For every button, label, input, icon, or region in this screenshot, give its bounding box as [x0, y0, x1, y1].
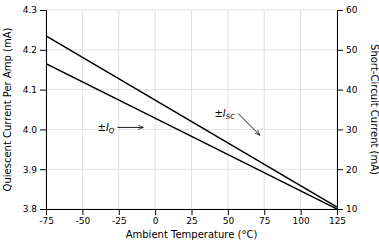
- axis: 10 20 30 40 50 60: [337, 5, 358, 214]
- tick: 30: [337, 125, 358, 135]
- tick-mark: [301, 209, 302, 215]
- tick-mark: [264, 209, 265, 215]
- annotation: ±IQ: [98, 122, 115, 135]
- grid-line: [227, 10, 228, 209]
- tick: 25: [186, 209, 197, 226]
- tick-label: -50: [76, 216, 91, 226]
- tick-mark: [82, 209, 83, 215]
- grid: [46, 10, 337, 209]
- grid-line: [191, 10, 192, 209]
- tick-label: 4.0: [23, 125, 38, 135]
- tick: 20: [337, 165, 358, 175]
- tick: 50: [337, 45, 358, 55]
- grid-line: [46, 129, 337, 130]
- tick-mark: [40, 209, 46, 210]
- axis: -75 -50 -25 0 25 50 75 100 125: [39, 209, 346, 226]
- tick-mark: [337, 10, 343, 11]
- annotation: ±ISC: [214, 108, 235, 121]
- tick: -50: [76, 209, 91, 226]
- tick: 60: [337, 5, 358, 15]
- tick-label: 3.8: [23, 204, 38, 214]
- tick: 40: [337, 85, 358, 95]
- tick: -25: [112, 209, 127, 226]
- line: [46, 36, 337, 207]
- chart: -75 -50 -25 0 25 50 75 100 125 3.8 3.9 4.0 4.1 4.2 4.3…: [0, 0, 379, 243]
- tick-mark: [119, 209, 120, 215]
- grid-line: [46, 169, 337, 170]
- tick-label: 100: [293, 216, 310, 226]
- grid-line: [46, 10, 337, 11]
- axis-line: [47, 210, 338, 216]
- tick-label: 125: [329, 216, 346, 226]
- annotation-text: ±I: [98, 122, 109, 133]
- tick-label: 4.2: [23, 45, 37, 55]
- tick-label: 60: [346, 5, 358, 15]
- grid-line: [46, 49, 337, 50]
- annotation-subscript: Q: [109, 127, 115, 135]
- lines: [46, 36, 337, 209]
- tick: 4.1: [23, 85, 46, 95]
- tick-label: -25: [112, 216, 127, 226]
- grid-line: [46, 89, 337, 90]
- tick-mark: [337, 169, 343, 170]
- tick-mark: [155, 209, 156, 215]
- tick-mark: [337, 209, 343, 210]
- tick-label: 10: [346, 204, 358, 214]
- y2-axis-title: Short-Circuit Current (mA): [369, 44, 379, 175]
- grid-line: [264, 10, 265, 209]
- tick-mark: [337, 50, 343, 51]
- annotation-subscript: SC: [226, 113, 235, 121]
- tick: 75: [259, 209, 270, 226]
- tick: 3.9: [23, 165, 46, 175]
- x-axis-title: Ambient Temperature (°C): [126, 229, 258, 240]
- tick-mark: [40, 10, 46, 11]
- axis-line: [40, 11, 47, 210]
- tick-mark: [40, 50, 46, 51]
- tick: 50: [223, 209, 235, 226]
- tick-label: -75: [39, 216, 54, 226]
- plot: -75 -50 -25 0 25 50 75 100 125 3.8 3.9 4.0 4.1 4.2 4.3…: [23, 5, 358, 226]
- tick-mark: [192, 209, 193, 215]
- tick-label: 4.3: [23, 5, 37, 15]
- annotation-arrow: [238, 113, 260, 135]
- tick: 10: [337, 204, 358, 214]
- tick-label: 3.9: [23, 165, 38, 175]
- tick-label: 50: [223, 216, 235, 226]
- tick-label: 20: [346, 165, 358, 175]
- tick-label: 40: [346, 85, 358, 95]
- tick-label: 4.1: [23, 85, 37, 95]
- tick: 0: [153, 209, 159, 226]
- tick-mark: [337, 90, 343, 91]
- tick-label: 30: [346, 125, 358, 135]
- axis-line: [338, 11, 344, 210]
- grid-line: [155, 10, 156, 209]
- axis: 3.8 3.9 4.0 4.1 4.2 4.3: [23, 5, 47, 214]
- tick-mark: [337, 129, 343, 130]
- annotation-arrow: [117, 127, 143, 128]
- tick-mark: [40, 90, 46, 91]
- tick-mark: [40, 169, 46, 170]
- tick: 4.0: [23, 125, 46, 135]
- tick-label: 75: [259, 216, 270, 226]
- annotations: ±IQ±ISC: [98, 108, 260, 135]
- tick: 100: [293, 209, 310, 226]
- tick-label: 50: [346, 45, 358, 55]
- line: [46, 64, 337, 209]
- grid-line: [82, 10, 83, 209]
- tick-label: 25: [186, 216, 197, 226]
- tick: 4.3: [23, 5, 46, 15]
- annotation-text: ±I: [214, 108, 225, 119]
- grid-line: [300, 10, 301, 209]
- y-axis-title: Quiescent Current Per Amp (mA): [2, 28, 13, 192]
- tick-mark: [40, 129, 46, 130]
- tick: 125: [329, 209, 346, 226]
- grid-line: [118, 10, 119, 209]
- tick-mark: [228, 209, 229, 215]
- tick-label: 0: [153, 216, 159, 226]
- tick: -75: [39, 209, 54, 226]
- tick: 3.8: [23, 204, 46, 214]
- tick: 4.2: [23, 45, 46, 55]
